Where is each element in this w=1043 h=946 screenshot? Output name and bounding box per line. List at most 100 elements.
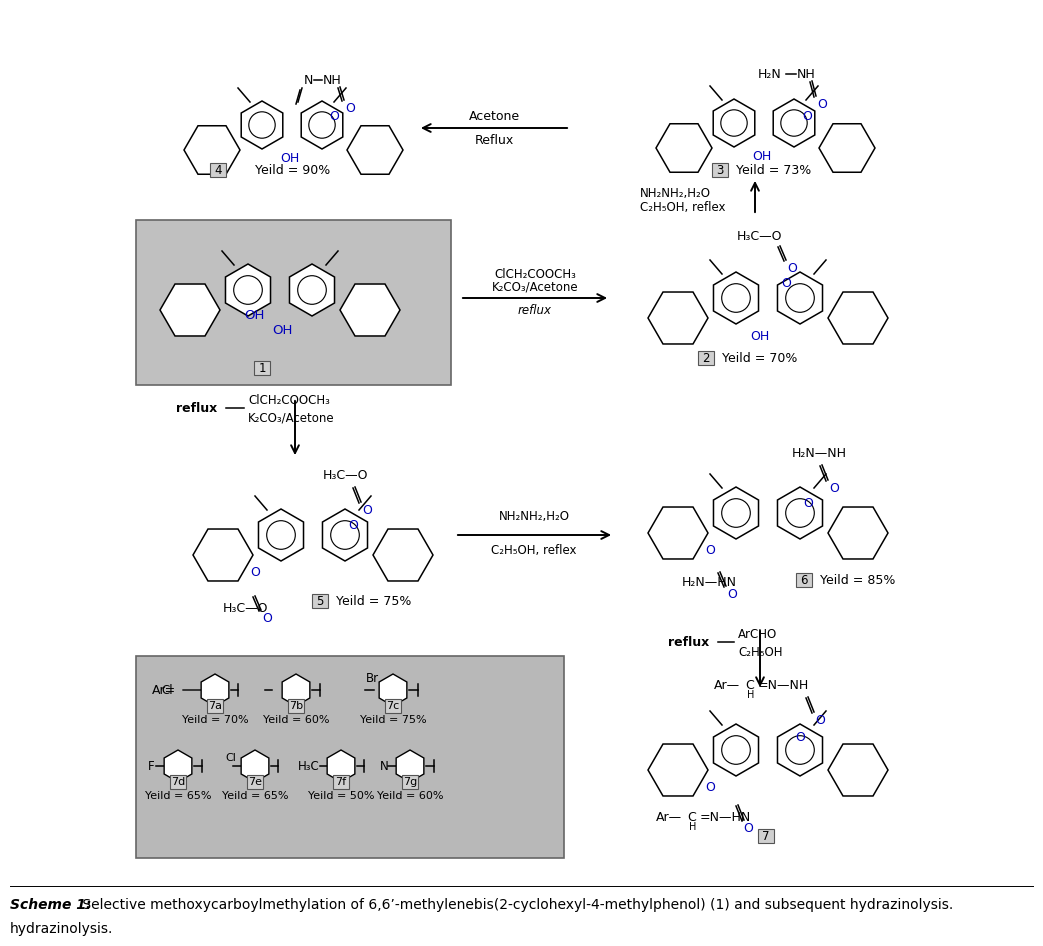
- Text: H₂N—NH: H₂N—NH: [792, 447, 847, 460]
- Polygon shape: [259, 509, 304, 561]
- Text: 7d: 7d: [171, 777, 185, 787]
- Text: O: O: [705, 780, 714, 794]
- Text: 2: 2: [702, 352, 709, 364]
- Bar: [758, 829, 774, 843]
- Bar: [288, 699, 304, 713]
- Text: Yeild = 90%: Yeild = 90%: [254, 164, 331, 177]
- Polygon shape: [328, 750, 355, 782]
- Polygon shape: [777, 487, 823, 539]
- Text: Yeild = 75%: Yeild = 75%: [336, 594, 411, 607]
- Text: Yeild = 73%: Yeild = 73%: [736, 164, 811, 177]
- Bar: [402, 775, 418, 789]
- Bar: [333, 775, 349, 789]
- Polygon shape: [290, 264, 335, 316]
- Text: reflux: reflux: [176, 401, 217, 414]
- Text: Ar—: Ar—: [656, 811, 682, 824]
- Polygon shape: [201, 674, 228, 706]
- Text: 3: 3: [717, 164, 724, 177]
- Text: NH: NH: [322, 74, 341, 86]
- Polygon shape: [184, 126, 240, 174]
- Text: H₃C—O: H₃C—O: [323, 468, 368, 482]
- Text: C: C: [745, 678, 754, 692]
- Text: C₂H₅OH, reflex: C₂H₅OH, reflex: [640, 201, 726, 214]
- Polygon shape: [373, 529, 433, 581]
- Polygon shape: [322, 509, 367, 561]
- Text: Yeild = 60%: Yeild = 60%: [377, 791, 443, 801]
- Polygon shape: [160, 284, 220, 336]
- Text: Yeild = 65%: Yeild = 65%: [222, 791, 288, 801]
- Text: 7f: 7f: [336, 777, 346, 787]
- Text: 1: 1: [259, 361, 266, 375]
- Text: O: O: [345, 101, 355, 114]
- Text: NH: NH: [797, 67, 816, 80]
- Text: C₂H₅OH: C₂H₅OH: [738, 645, 782, 658]
- Text: O: O: [348, 518, 358, 532]
- Polygon shape: [283, 674, 310, 706]
- Bar: [698, 351, 714, 365]
- Text: 7e: 7e: [248, 777, 262, 787]
- Text: OH: OH: [244, 308, 264, 322]
- Text: Yeild = 85%: Yeild = 85%: [820, 573, 895, 587]
- Text: C: C: [687, 811, 696, 824]
- Polygon shape: [241, 750, 269, 782]
- Polygon shape: [347, 126, 403, 174]
- Polygon shape: [777, 724, 823, 776]
- Text: 5: 5: [316, 594, 323, 607]
- Polygon shape: [777, 272, 823, 324]
- Text: Ar—: Ar—: [713, 678, 739, 692]
- Bar: [247, 775, 263, 789]
- Text: O: O: [829, 482, 839, 495]
- Polygon shape: [164, 750, 192, 782]
- Polygon shape: [225, 264, 270, 316]
- Text: N: N: [380, 760, 389, 773]
- Bar: [136, 656, 564, 858]
- Polygon shape: [648, 507, 708, 559]
- Text: Yeild = 60%: Yeild = 60%: [263, 715, 330, 725]
- Text: reflux: reflux: [668, 636, 709, 649]
- Text: H: H: [689, 822, 697, 832]
- Text: K₂CO₃/Acetone: K₂CO₃/Acetone: [248, 412, 335, 425]
- Text: O: O: [815, 713, 825, 727]
- Text: OH: OH: [272, 324, 292, 337]
- Bar: [136, 220, 451, 385]
- Bar: [712, 163, 728, 177]
- Text: NH₂NH₂,H₂O: NH₂NH₂,H₂O: [640, 186, 711, 200]
- Text: =N—NH: =N—NH: [758, 678, 809, 692]
- Polygon shape: [380, 674, 407, 706]
- Text: OH: OH: [281, 151, 299, 165]
- Text: F: F: [148, 760, 154, 773]
- Text: O: O: [329, 111, 339, 124]
- Text: O: O: [781, 276, 791, 289]
- Text: 7: 7: [762, 830, 770, 843]
- Text: ArCHO: ArCHO: [738, 627, 777, 640]
- Text: Br: Br: [366, 672, 379, 685]
- Text: O: O: [362, 503, 372, 517]
- Text: 7b: 7b: [289, 701, 304, 711]
- Text: Yeild = 65%: Yeild = 65%: [145, 791, 212, 801]
- Text: O: O: [250, 566, 260, 579]
- Text: =N—HN: =N—HN: [700, 811, 751, 824]
- Polygon shape: [819, 124, 875, 172]
- Text: O: O: [727, 587, 737, 601]
- Polygon shape: [828, 744, 888, 796]
- Bar: [207, 699, 223, 713]
- Bar: [796, 573, 812, 587]
- Text: N: N: [304, 74, 313, 86]
- Text: hydrazinolysis.: hydrazinolysis.: [10, 922, 114, 936]
- Polygon shape: [828, 507, 888, 559]
- Text: Ar=: Ar=: [152, 684, 176, 696]
- Polygon shape: [828, 292, 888, 344]
- Text: O: O: [705, 544, 714, 556]
- Text: H₂N: H₂N: [758, 67, 782, 80]
- Text: Yeild = 70%: Yeild = 70%: [181, 715, 248, 725]
- Polygon shape: [301, 101, 343, 149]
- Text: O: O: [262, 611, 272, 624]
- Text: 4: 4: [214, 164, 222, 177]
- Text: O: O: [803, 497, 812, 510]
- Text: H₃C—O: H₃C—O: [223, 602, 268, 615]
- Text: ClCH₂COOCH₃: ClCH₂COOCH₃: [494, 268, 576, 281]
- Text: Selective methoxycarboylmethylation of 6,6’-methylenebis(2-cyclohexyl-4-methylph: Selective methoxycarboylmethylation of 6…: [78, 898, 953, 912]
- Polygon shape: [713, 487, 758, 539]
- Polygon shape: [648, 744, 708, 796]
- Text: Scheme 1:: Scheme 1:: [10, 898, 92, 912]
